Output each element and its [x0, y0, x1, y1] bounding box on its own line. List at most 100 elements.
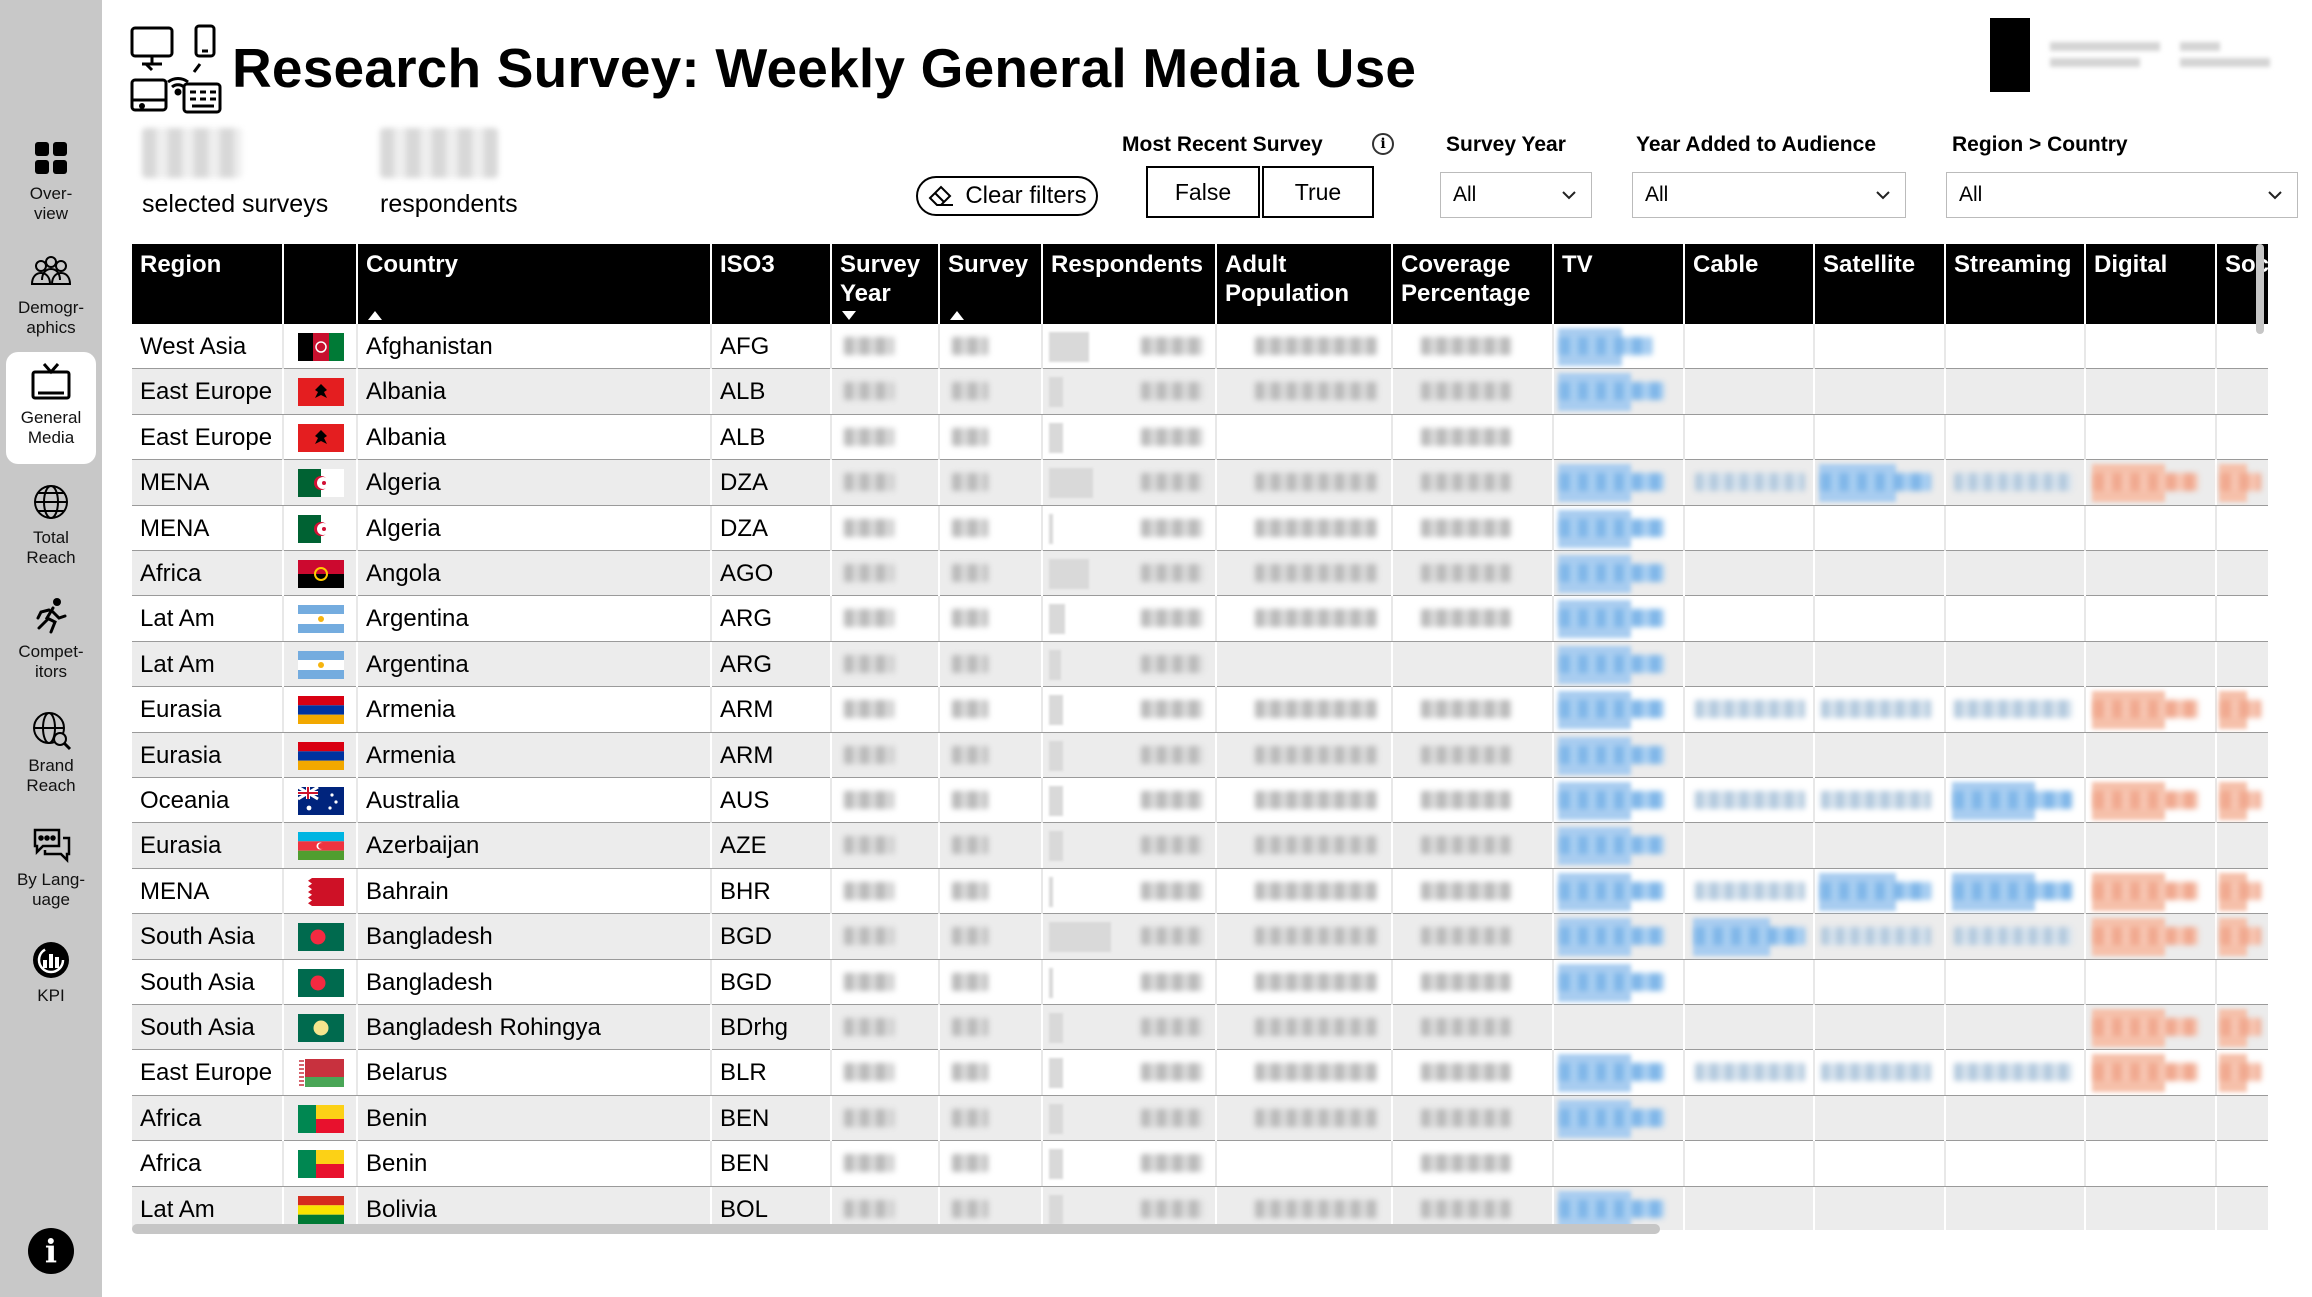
most-recent-false-tile[interactable]: False: [1146, 166, 1260, 218]
cell-soc: [2217, 733, 2268, 778]
table-row[interactable]: Africa Benin BEN: [132, 1095, 2268, 1142]
header-col-region[interactable]: Region: [132, 244, 284, 324]
table-row[interactable]: MENA Algeria DZA: [132, 505, 2268, 551]
table-row[interactable]: South Asia Bangladesh BGD: [132, 914, 2268, 960]
region-country-title: Region > Country: [1948, 132, 2296, 158]
cell-tv: [1554, 1095, 1685, 1141]
cell-adult-population: [1217, 1050, 1393, 1096]
header-col-survey-year[interactable]: Survey Year: [832, 244, 940, 324]
cell-satellite: [1815, 505, 1946, 551]
header-col-adult-population[interactable]: Adult Population: [1217, 244, 1393, 324]
region-country-dropdown[interactable]: All: [1946, 172, 2298, 218]
cell-flag: [284, 732, 358, 778]
cell-tv: [1554, 914, 1685, 960]
cell-iso3: ARG: [712, 596, 832, 642]
most-recent-true-tile[interactable]: True: [1262, 166, 1374, 218]
header-col-survey[interactable]: Survey: [940, 244, 1043, 324]
cell-coverage-percentage: [1393, 1005, 1554, 1050]
header-label: Region: [140, 251, 222, 278]
header-col-country[interactable]: Country: [358, 244, 712, 324]
vertical-scrollbar[interactable]: [2256, 244, 2264, 334]
table-row[interactable]: West Asia Afghanistan AFG: [132, 324, 2268, 370]
cell-soc: [2217, 960, 2268, 1005]
cell-survey: [940, 414, 1043, 460]
header-label: Country: [366, 251, 458, 278]
cell-survey-year: [832, 868, 940, 914]
table-row[interactable]: Oceania Australia AUS: [132, 778, 2268, 824]
nav-item-demographics[interactable]: Demogr- aphics: [6, 242, 96, 354]
info-icon-most-recent[interactable]: i: [1372, 133, 1394, 155]
table-row[interactable]: Eurasia Armenia ARM: [132, 687, 2268, 733]
redacted-value: [1560, 473, 1664, 492]
cell-digital: [2086, 1050, 2217, 1096]
cell-survey-year: [832, 460, 940, 506]
people-group-icon: [30, 256, 72, 285]
cell-streaming: [1946, 868, 2086, 914]
header-col-digital[interactable]: Digital: [2086, 244, 2217, 324]
horizontal-scrollbar[interactable]: [132, 1224, 1660, 1234]
redacted-value: [1954, 473, 2072, 492]
table-row[interactable]: MENA Algeria DZA: [132, 460, 2268, 506]
cell-digital: [2086, 687, 2217, 733]
cell-region: Lat Am: [132, 641, 284, 687]
header-col-streaming[interactable]: Streaming: [1946, 244, 2086, 324]
table-row[interactable]: MENA Bahrain BHR: [132, 868, 2268, 915]
redacted-value: [1255, 337, 1377, 355]
table-row[interactable]: East Europe Belarus BLR: [132, 1050, 2268, 1096]
cell-region: Africa: [132, 551, 284, 596]
table-row[interactable]: East Europe Albania ALB: [132, 414, 2268, 461]
redacted-value: [1560, 881, 1664, 900]
clear-filters-button[interactable]: Clear filters: [916, 176, 1098, 216]
header-col-tv[interactable]: TV: [1554, 244, 1685, 324]
redacted-value: [1560, 836, 1664, 855]
cell-tv: [1554, 369, 1685, 415]
redacted-value: [1560, 745, 1664, 764]
table-row[interactable]: East Europe Albania ALB: [132, 369, 2268, 415]
header-col-coverage-percentage[interactable]: Coverage Percentage: [1393, 244, 1554, 324]
nav-item-overview[interactable]: Over- view: [6, 128, 96, 240]
header-col-iso3[interactable]: ISO3: [712, 244, 832, 324]
redacted-value: [1141, 1199, 1203, 1218]
cell-iso3: AGO: [712, 551, 832, 596]
table-row[interactable]: Africa Angola AGO: [132, 551, 2268, 597]
cell-respondents: [1043, 505, 1217, 551]
cell-soc: [2217, 1141, 2268, 1186]
table-row[interactable]: Eurasia Azerbaijan AZE: [132, 823, 2268, 869]
table-row[interactable]: South Asia Bangladesh Rohingya BDrhg: [132, 1005, 2268, 1051]
cell-adult-population: [1217, 732, 1393, 778]
survey-year-dropdown[interactable]: All: [1440, 172, 1592, 218]
media-devices-logo-icon: [130, 24, 222, 114]
cell-tv: [1554, 551, 1685, 596]
year-added-dropdown[interactable]: All: [1632, 172, 1906, 218]
table-row[interactable]: South Asia Bangladesh BGD: [132, 959, 2268, 1005]
info-icon[interactable]: i: [28, 1228, 74, 1274]
nav-item-competitors[interactable]: Compet- itors: [6, 586, 96, 698]
page-title: Research Survey: Weekly General Media Us…: [232, 37, 1417, 99]
table-row[interactable]: Lat Am Argentina ARG: [132, 641, 2268, 688]
nav-item-general-media[interactable]: General Media: [6, 352, 96, 464]
header-col-cable[interactable]: Cable: [1685, 244, 1815, 324]
cell-cable: [1685, 414, 1815, 460]
cell-respondents: [1043, 1186, 1217, 1230]
header-col-respondents[interactable]: Respondents: [1043, 244, 1217, 324]
header-col-satellite[interactable]: Satellite: [1815, 244, 1946, 324]
cell-coverage-percentage: [1393, 732, 1554, 778]
cell-respondents: [1043, 687, 1217, 733]
cell-iso3: AUS: [712, 778, 832, 823]
cell-streaming: [1946, 1141, 2086, 1187]
nav-item-by-language[interactable]: By Lang- uage: [6, 814, 96, 926]
cell-iso3: AZE: [712, 823, 832, 869]
table-row[interactable]: Lat Am Argentina ARG: [132, 596, 2268, 642]
nav-item-total-reach[interactable]: Total Reach: [6, 472, 96, 584]
nav-item-kpi[interactable]: KPI: [6, 930, 96, 1042]
table-row[interactable]: Africa Benin BEN: [132, 1141, 2268, 1187]
header-col-flag[interactable]: [284, 244, 358, 324]
table-row[interactable]: Eurasia Armenia ARM: [132, 732, 2268, 778]
redacted-value: [1255, 1063, 1377, 1082]
cell-survey: [940, 823, 1043, 869]
header-label: Streaming: [1954, 251, 2072, 278]
nav-item-brand-reach[interactable]: Brand Reach: [6, 700, 96, 812]
cell-digital: [2086, 959, 2217, 1005]
cell-flag: [284, 959, 358, 1005]
table-row[interactable]: Lat Am Bolivia BOL: [132, 1186, 2268, 1230]
